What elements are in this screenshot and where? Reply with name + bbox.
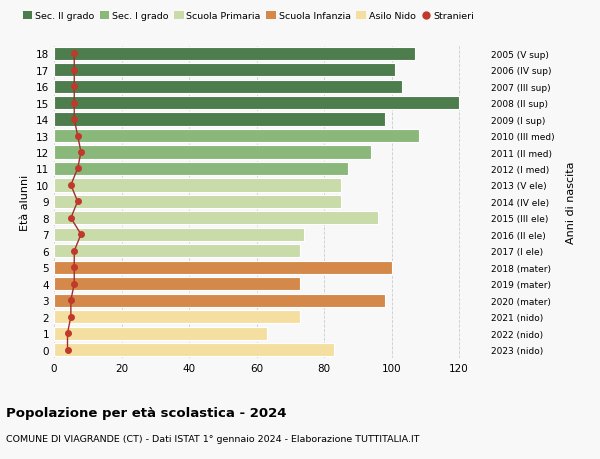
- Point: [76, 149, 86, 157]
- Point: [70, 264, 79, 271]
- Point: [73, 133, 82, 140]
- Point: [70, 83, 79, 90]
- Bar: [54, 228, 304, 241]
- Bar: [54, 113, 385, 126]
- Point: [73, 198, 82, 206]
- Point: [66, 313, 76, 321]
- Bar: [54, 343, 334, 356]
- Legend: Sec. II grado, Sec. I grado, Scuola Primaria, Scuola Infanzia, Asilo Nido, Stran: Sec. II grado, Sec. I grado, Scuola Prim…: [20, 10, 476, 23]
- Bar: [54, 179, 341, 192]
- Text: Popolazione per età scolastica - 2024: Popolazione per età scolastica - 2024: [6, 406, 287, 419]
- Point: [66, 215, 76, 222]
- Bar: [54, 245, 301, 258]
- Point: [63, 330, 72, 337]
- Point: [70, 280, 79, 288]
- Point: [70, 247, 79, 255]
- Bar: [54, 146, 371, 159]
- Bar: [54, 130, 419, 143]
- Point: [70, 116, 79, 123]
- Bar: [54, 310, 301, 324]
- Point: [63, 346, 72, 353]
- Bar: [54, 48, 415, 61]
- Bar: [54, 261, 392, 274]
- Point: [76, 231, 86, 239]
- Bar: [54, 64, 395, 77]
- Point: [70, 100, 79, 107]
- Bar: [54, 97, 459, 110]
- Bar: [54, 212, 378, 225]
- Bar: [54, 327, 266, 340]
- Point: [73, 165, 82, 173]
- Bar: [54, 80, 401, 94]
- Point: [66, 182, 76, 189]
- Point: [66, 297, 76, 304]
- Point: [70, 67, 79, 74]
- Point: [70, 50, 79, 58]
- Bar: [54, 162, 347, 176]
- Text: COMUNE DI VIAGRANDE (CT) - Dati ISTAT 1° gennaio 2024 - Elaborazione TUTTITALIA.: COMUNE DI VIAGRANDE (CT) - Dati ISTAT 1°…: [6, 434, 419, 443]
- Bar: [54, 196, 341, 208]
- Bar: [54, 278, 301, 291]
- Bar: [54, 294, 385, 307]
- Y-axis label: Anni di nascita: Anni di nascita: [566, 161, 575, 243]
- Y-axis label: Età alunni: Età alunni: [20, 174, 31, 230]
